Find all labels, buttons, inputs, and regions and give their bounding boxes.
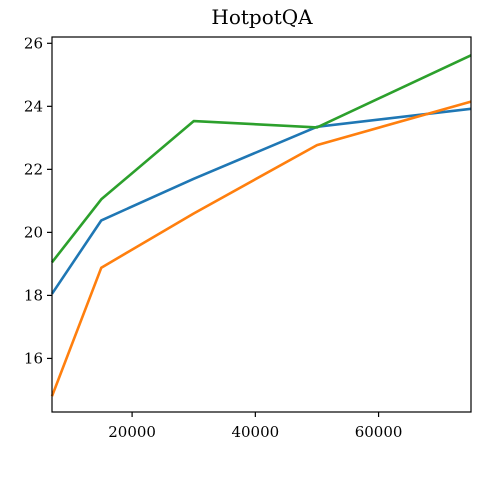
y-tick-label: 16	[24, 349, 43, 367]
y-tick-label: 24	[24, 97, 43, 115]
x-axis-ticks: 20000 40000 60000	[108, 412, 402, 441]
x-tick-label: 40000	[231, 423, 279, 441]
x-tick-label: 20000	[108, 423, 156, 441]
y-axis-ticks: 16 18 20 22 24 26	[24, 34, 52, 367]
series-line-1	[50, 107, 472, 295]
plot-area-frame	[51, 36, 472, 413]
x-tick-label: 60000	[355, 423, 403, 441]
chart-title: HotpotQA	[211, 5, 313, 29]
y-tick-label: 22	[24, 160, 43, 178]
y-tick-label: 18	[24, 286, 43, 304]
series-line-3	[50, 54, 472, 264]
y-tick-label: 26	[24, 34, 43, 52]
y-tick-label: 20	[24, 223, 43, 241]
series-layer	[50, 54, 472, 397]
series-line-2	[50, 100, 472, 397]
